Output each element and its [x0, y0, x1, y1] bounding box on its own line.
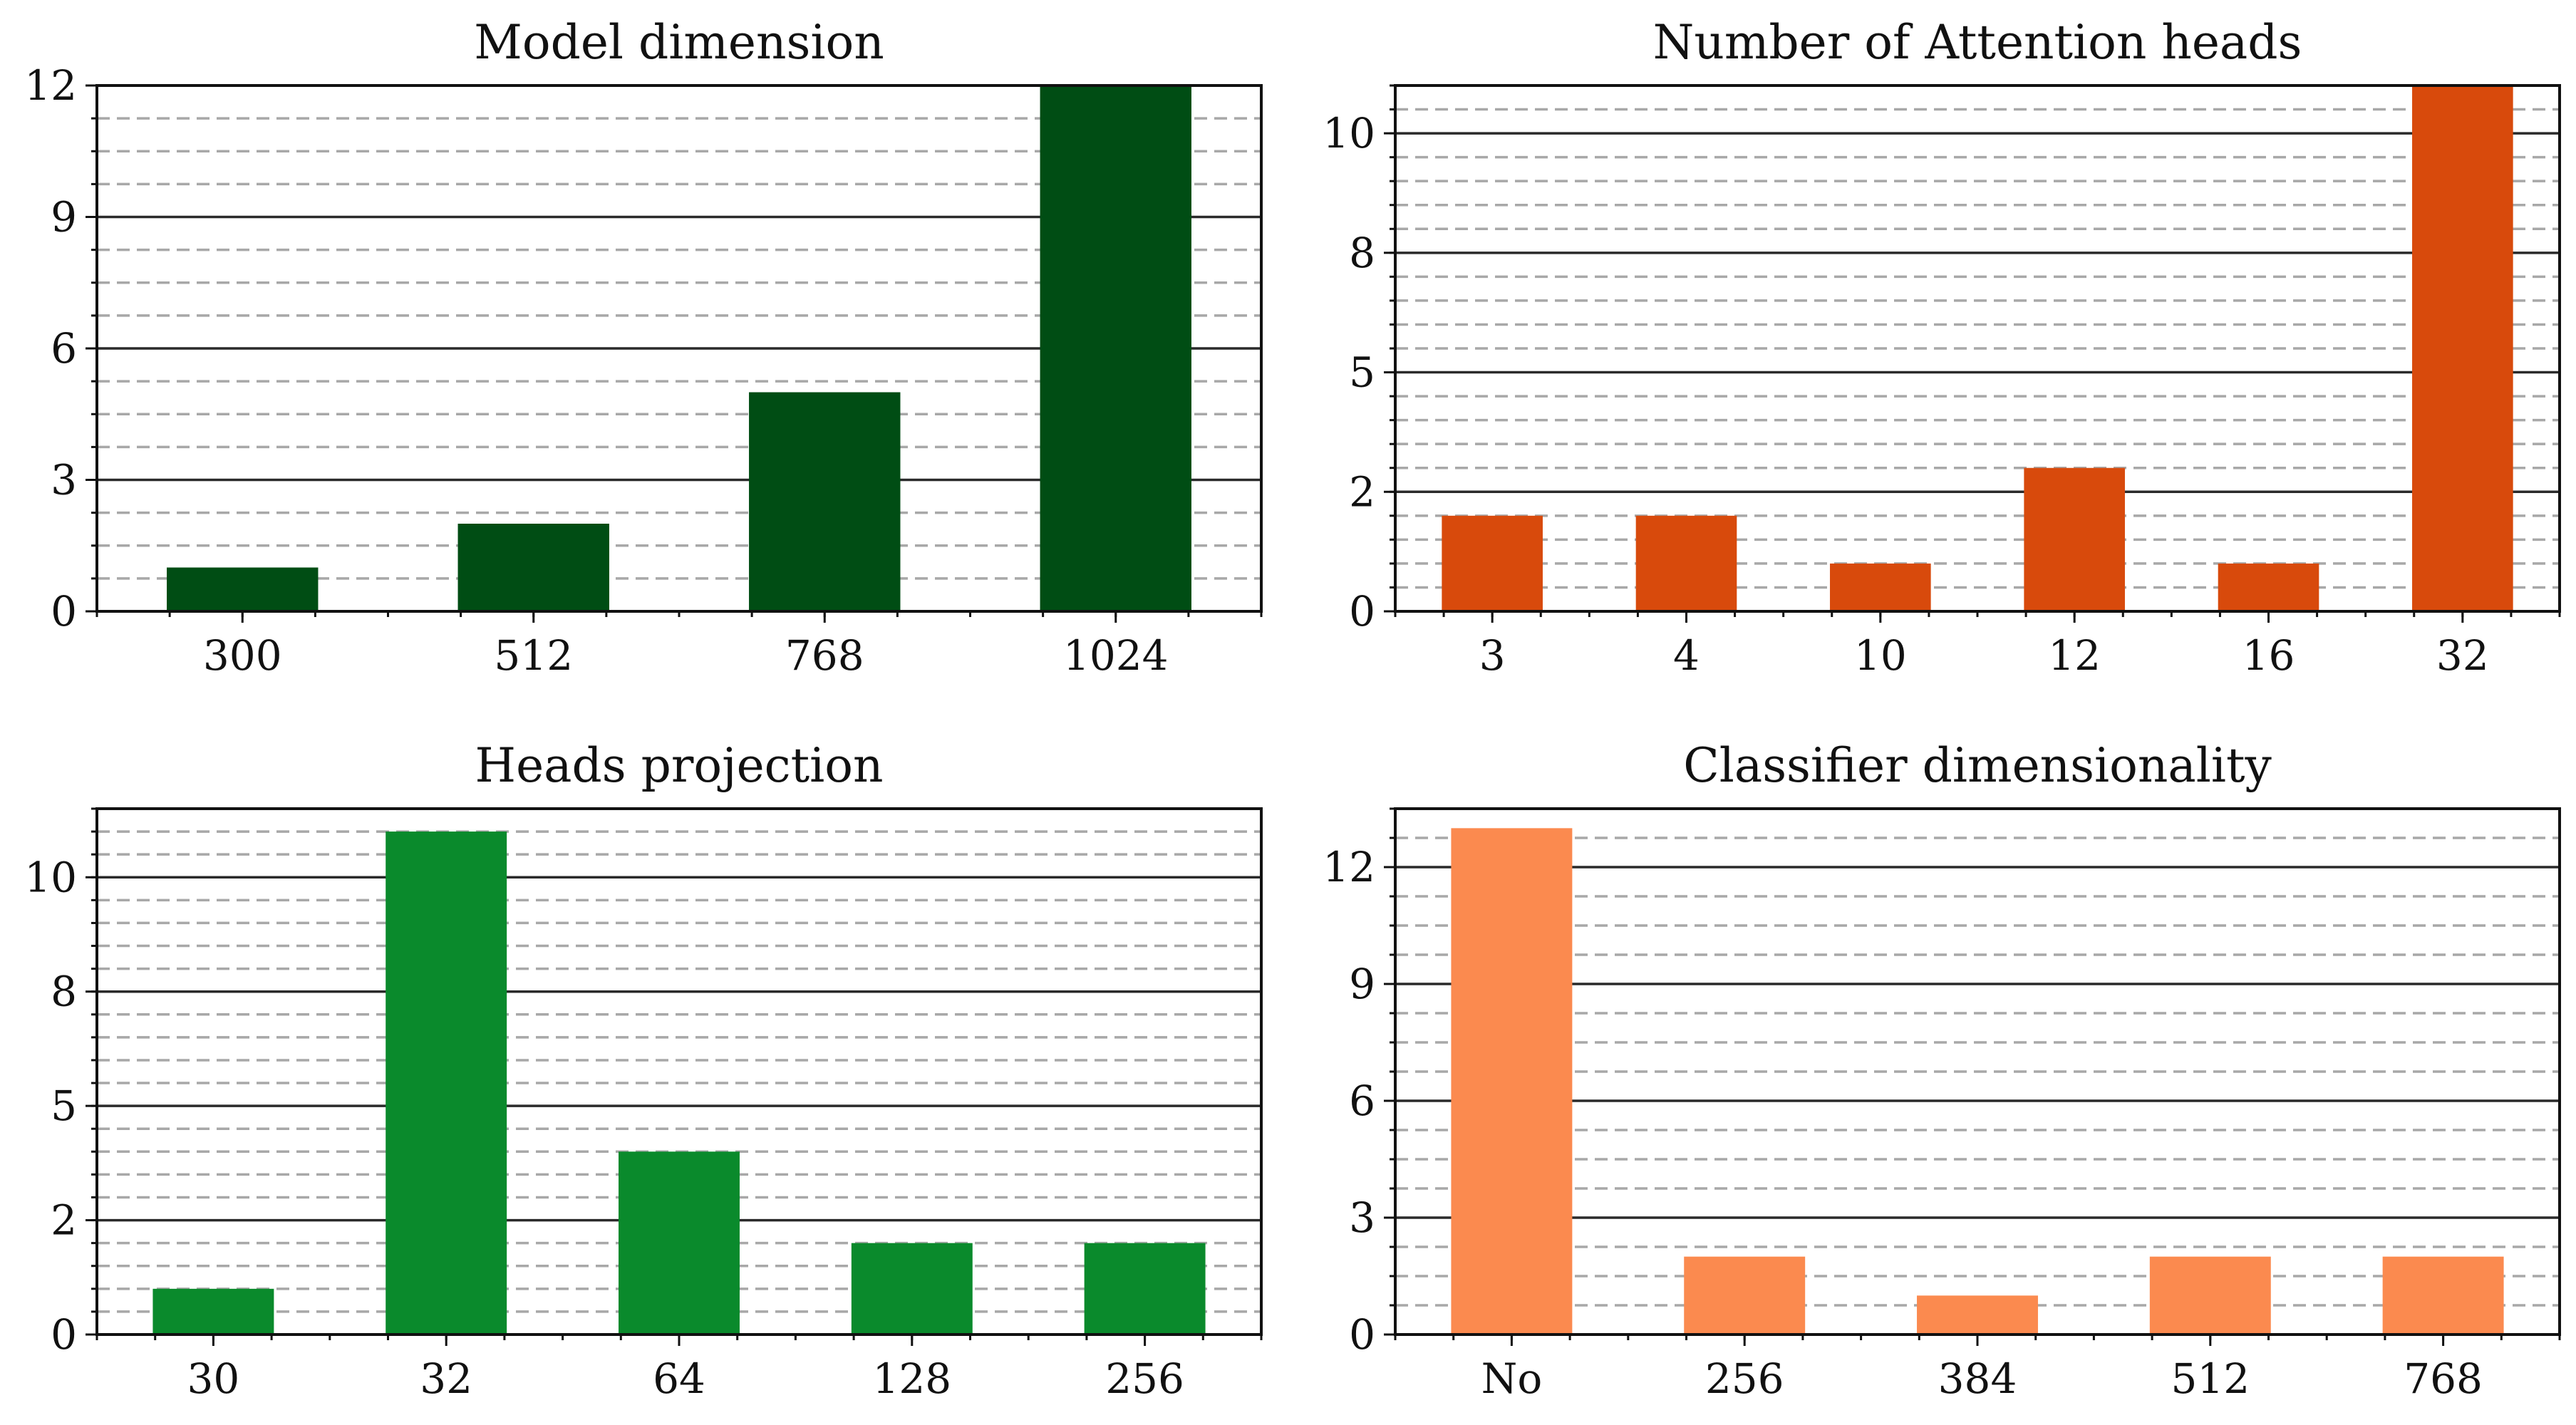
chart-title: Number of Attention heads: [1653, 15, 2302, 70]
chart-model-dimension: Model dimension 0 3 6 9 12 300 512 768 1024: [24, 15, 1263, 680]
bar-no: [1451, 828, 1573, 1335]
y-tick-label: 3: [1349, 1193, 1375, 1242]
bar-128: [851, 1243, 973, 1335]
y-tick-label: 0: [51, 587, 77, 636]
chart-attention-heads: Number of Attention heads 0 2 5 8 10 3 4 10 12 16 3…: [1323, 15, 2561, 680]
y-tick-label: 0: [1349, 587, 1375, 636]
y-tick-label: 2: [1349, 467, 1375, 516]
bar-256: [1084, 1243, 1206, 1335]
x-tick-label: 256: [1705, 1354, 1784, 1403]
bar-3: [1442, 515, 1543, 611]
x-tick-label: 512: [494, 631, 573, 680]
y-tick-label: 0: [51, 1310, 77, 1359]
bar-10: [1830, 563, 1931, 611]
x-tick-label: 64: [653, 1354, 705, 1403]
y-tick-label: 12: [1323, 843, 1375, 891]
x-tick-label: 12: [2048, 631, 2101, 680]
bar-300: [167, 567, 319, 611]
bar-768: [749, 392, 901, 611]
x-tick-label: No: [1481, 1354, 1543, 1403]
y-tick-label: 6: [51, 324, 77, 373]
y-tick-label: 5: [1349, 348, 1375, 397]
y-tick-label: 9: [1349, 960, 1375, 1008]
y-tick-label: 10: [24, 853, 77, 901]
bar-512: [2149, 1256, 2271, 1335]
y-tick-label: 6: [1349, 1077, 1375, 1125]
bar-4: [1635, 515, 1737, 611]
bar-32: [386, 831, 507, 1335]
bar-30: [152, 1288, 274, 1335]
x-tick-label: 768: [785, 631, 864, 680]
x-tick-label: 768: [2404, 1354, 2483, 1403]
bar-384: [1917, 1295, 2038, 1335]
x-tick-label: 128: [872, 1354, 951, 1403]
x-tick-label: 256: [1105, 1354, 1184, 1403]
bar-1024: [1040, 86, 1191, 611]
bar-256: [1684, 1256, 1806, 1335]
chart-title: Heads projection: [475, 738, 884, 793]
x-tick-label: 16: [2243, 631, 2295, 680]
x-tick-label: 4: [1673, 631, 1700, 680]
x-tick-label: 10: [1854, 631, 1907, 680]
x-tick-label: 1024: [1063, 631, 1169, 680]
bar-32: [2412, 86, 2513, 611]
y-tick-label: 5: [51, 1082, 77, 1130]
x-tick-label: 32: [2436, 631, 2489, 680]
x-tick-label: 32: [420, 1354, 472, 1403]
x-tick-label: 30: [187, 1354, 239, 1403]
y-tick-label: 8: [1349, 229, 1375, 277]
x-tick-label: 384: [1938, 1354, 2017, 1403]
y-tick-label: 8: [51, 968, 77, 1016]
bar-64: [619, 1151, 740, 1335]
y-tick-label: 2: [51, 1196, 77, 1245]
bar-768: [2382, 1256, 2504, 1335]
chart-classifier-dimensionality: Classifier dimensionality 0 3 6 9 12 No 256 384 5…: [1323, 738, 2561, 1403]
bar-16: [2218, 563, 2319, 611]
y-tick-label: 0: [1349, 1310, 1375, 1359]
chart-title: Model dimension: [474, 15, 884, 70]
y-tick-label: 3: [51, 456, 77, 504]
y-tick-label: 12: [24, 61, 77, 110]
chart-heads-projection: Heads projection 0 2 5 8 10 30 32 64 128 256: [24, 738, 1263, 1403]
bar-12: [2024, 467, 2125, 611]
x-tick-label: 3: [1479, 631, 1506, 680]
y-tick-label: 9: [51, 193, 77, 242]
x-tick-label: 300: [203, 631, 282, 680]
x-tick-label: 512: [2171, 1354, 2250, 1403]
y-tick-label: 10: [1323, 109, 1375, 157]
bar-512: [457, 524, 609, 611]
chart-title: Classifier dimensionality: [1683, 738, 2272, 793]
